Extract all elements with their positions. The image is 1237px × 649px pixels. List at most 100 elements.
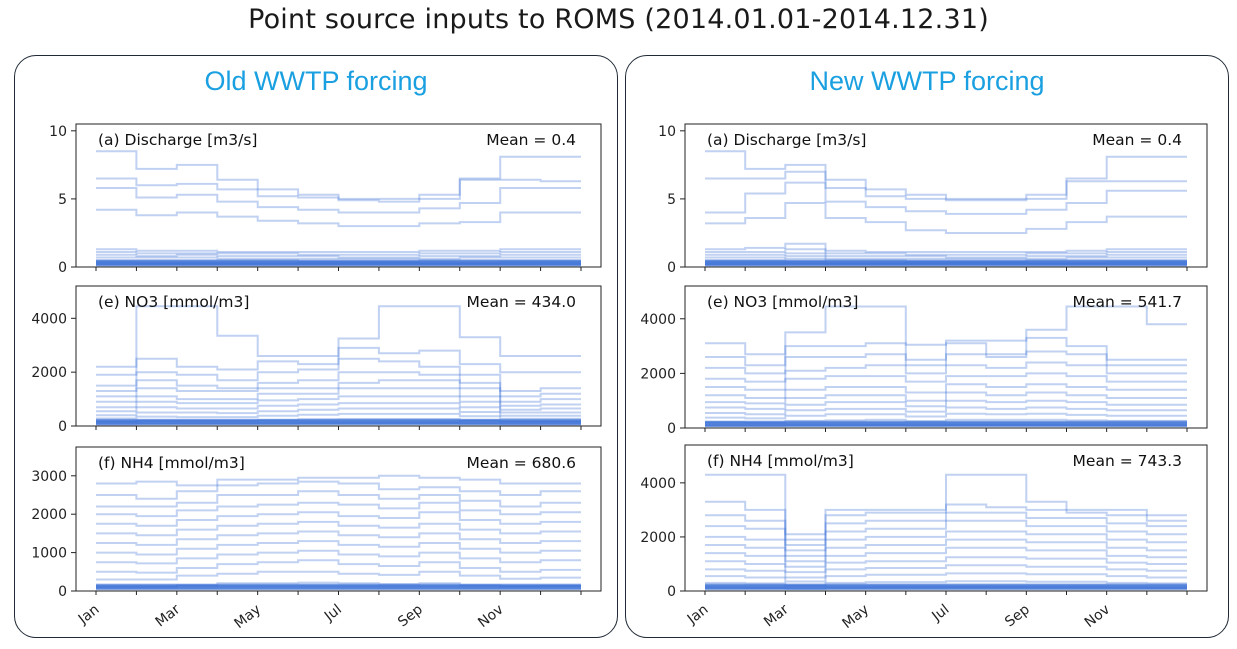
x-tick-label: Nov: [1082, 602, 1113, 631]
mean-label: Mean = 541.7: [1073, 293, 1182, 311]
y-tick-label: 2000: [640, 366, 676, 382]
x-tick-label: Jul: [321, 602, 345, 626]
y-tick-label: 4000: [31, 311, 67, 327]
mean-label: Mean = 434.0: [467, 293, 576, 311]
y-tick-label: 3000: [31, 469, 67, 485]
series-line-8: [705, 399, 1187, 410]
series-line-5: [705, 530, 1187, 557]
series-line-1: [96, 305, 581, 368]
series-line-10: [705, 412, 1187, 420]
y-tick-label: 2000: [31, 507, 67, 523]
y-tick-label: 10: [49, 124, 67, 140]
series-line-8: [705, 255, 1187, 260]
series-line-3: [96, 187, 581, 214]
y-tick-label: 0: [58, 419, 67, 435]
series-line-8: [705, 556, 1187, 574]
y-tick-label: 0: [667, 260, 676, 276]
panel-old-wwtp: Old WWTP forcing: [14, 55, 618, 638]
series-line-11: [96, 570, 581, 581]
panel-title-old: Old WWTP forcing: [204, 66, 428, 96]
chart-label: (e) NO3 [mmol/m3]: [707, 293, 858, 311]
x-tick-label: Mar: [153, 601, 184, 630]
series-line-1: [705, 150, 1187, 200]
series-line-9: [96, 407, 581, 417]
series-line-6: [705, 538, 1187, 563]
series-line-12: [96, 422, 581, 426]
series-line-4: [96, 208, 581, 228]
series-line-8: [96, 402, 581, 414]
series-line-11: [96, 418, 581, 423]
series-line-6: [705, 248, 1187, 256]
series-line-3: [705, 350, 1187, 375]
series-line-12: [705, 424, 1187, 427]
chart-5: 0 2000 4000 (e) NO3 [mmol/m3] Mean = 541.7: [640, 285, 1208, 437]
series-line-5: [705, 372, 1187, 391]
chart-6: 0 2000 4000 Jan Mar May Jul Sep Nov (f) NH4 [mmol…: [640, 444, 1208, 632]
x-tick-label: Jul: [929, 602, 953, 626]
x-tick-label: Nov: [475, 602, 506, 631]
series-line-4: [705, 202, 1187, 234]
series-line-10: [96, 559, 581, 574]
series-line-7: [96, 253, 581, 259]
series-line-5: [705, 242, 1187, 253]
mean-label: Mean = 680.6: [467, 454, 576, 472]
x-tick-label: May: [839, 602, 872, 632]
series-line-3: [705, 511, 1187, 546]
x-tick-label: Mar: [761, 601, 792, 630]
y-tick-label: 4000: [640, 312, 676, 328]
mean-label: Mean = 743.3: [1073, 452, 1182, 470]
series-line-2: [705, 336, 1187, 367]
series-line-10: [705, 260, 1187, 264]
series-line-9: [96, 259, 581, 263]
series-line-9: [705, 257, 1187, 263]
y-tick-label: 0: [58, 260, 67, 276]
series-line-2: [705, 500, 1187, 541]
series-line-5: [96, 379, 581, 403]
y-tick-label: 10: [658, 124, 676, 140]
series-line-3: [705, 181, 1187, 215]
series-line-6: [96, 387, 581, 407]
mean-label: Mean = 0.4: [486, 131, 576, 149]
mean-label: Mean = 0.4: [1092, 131, 1182, 149]
series-line-8: [96, 256, 581, 260]
series-line-12: [96, 581, 581, 589]
x-tick-label: Jan: [75, 602, 103, 629]
series-line-1: [96, 150, 581, 200]
series-line-11: [705, 580, 1187, 587]
y-tick-label: 5: [667, 192, 676, 208]
series-line-9: [705, 564, 1187, 579]
x-tick-label: Sep: [1002, 601, 1033, 630]
series-line-2: [96, 346, 581, 376]
series-line-10: [96, 261, 581, 264]
series-line-4: [705, 519, 1187, 552]
series-line-6: [96, 251, 581, 256]
y-tick-label: 1000: [31, 546, 67, 562]
x-tick-label: May: [231, 602, 264, 632]
series-line-7: [705, 252, 1187, 259]
series-line-10: [96, 412, 581, 420]
chart-label: (f) NH4 [mmol/m3]: [707, 452, 854, 470]
series-line-12: [705, 586, 1187, 590]
series-line-2: [705, 170, 1187, 202]
series-line-6: [96, 520, 581, 537]
y-tick-label: 2000: [31, 365, 67, 381]
chart-4: 0 5 10 (a) Discharge [m3/s] Mean = 0.4: [658, 123, 1208, 276]
series-line-4: [96, 371, 581, 398]
series-line-7: [96, 530, 581, 546]
panel-new-wwtp: New WWTP forcing: [625, 55, 1229, 638]
series-line-1: [705, 305, 1187, 356]
series-line-4: [705, 361, 1187, 383]
chart-2: 0 2000 4000 (e) NO3 [mmol/m3] Mean = 434.0: [31, 285, 602, 435]
series-line-5: [96, 248, 581, 253]
series-line-7: [96, 395, 581, 411]
y-tick-label: 0: [667, 584, 676, 600]
series-line-3: [96, 357, 581, 392]
panel-title-new: New WWTP forcing: [809, 66, 1045, 96]
y-tick-label: 2000: [640, 530, 676, 546]
y-tick-label: 4000: [640, 476, 676, 492]
y-tick-label: 5: [58, 192, 67, 208]
series-line-9: [96, 549, 581, 565]
series-line-6: [705, 383, 1187, 399]
chart-label: (e) NO3 [mmol/m3]: [98, 293, 249, 311]
series-line-10: [705, 572, 1187, 583]
